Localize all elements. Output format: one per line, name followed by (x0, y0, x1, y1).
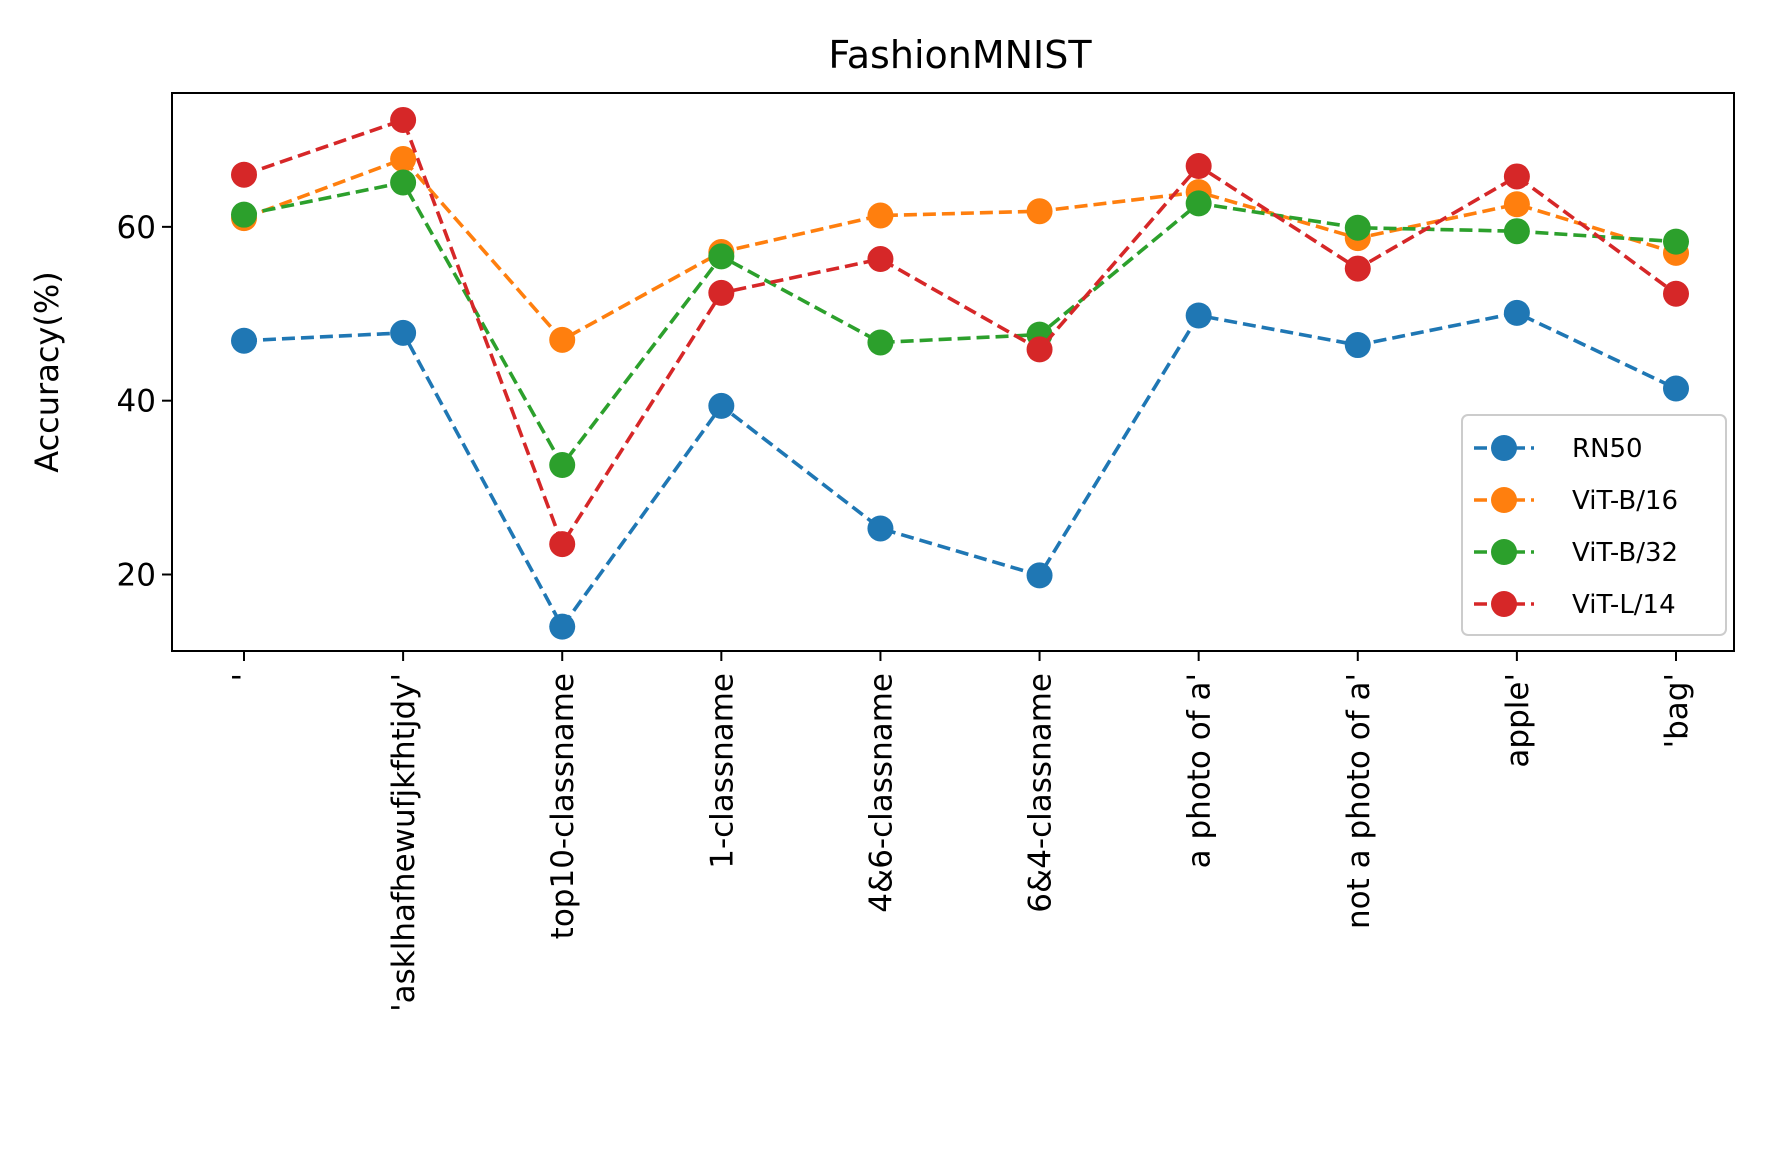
legend-marker-vit-b-16 (1491, 487, 1517, 513)
x-tick-label-7: not a photo of a' (1341, 673, 1377, 929)
legend-label-vit-l-14: ViT-L/14 (1572, 590, 1676, 620)
point-vit-l-14-5 (1026, 336, 1053, 363)
y-tick-label-2: 60 (117, 210, 156, 246)
legend-marker-vit-b-32 (1491, 539, 1517, 565)
point-vit-l-14-4 (867, 246, 894, 273)
series-vit-b-32 (231, 169, 1689, 478)
point-vit-b-32-7 (1344, 214, 1371, 241)
point-rn50-4 (867, 515, 894, 542)
point-vit-b-32-2 (549, 452, 576, 478)
y-tick-label-1: 40 (117, 384, 156, 420)
x-tick-label-0: ' (227, 673, 263, 682)
point-rn50-1 (390, 319, 417, 346)
y-axis: 20 40 60 (117, 210, 172, 594)
legend-label-vit-b-32: ViT-B/32 (1572, 538, 1678, 568)
point-rn50-9 (1663, 375, 1689, 402)
point-vit-b-32-6 (1185, 190, 1212, 217)
legend-marker-rn50 (1491, 435, 1517, 461)
series-vit-l-14 (231, 106, 1689, 558)
x-tick-label-2: top10-classname (545, 673, 581, 939)
legend-marker-vit-l-14 (1491, 591, 1517, 617)
legend-entry-vit-l-14: ViT-L/14 (1474, 590, 1676, 620)
plot-frame (171, 92, 1735, 652)
chart-title: FashionMNIST (828, 33, 1092, 77)
point-vit-b-32-0 (231, 201, 257, 228)
x-tick-label-9: 'bag' (1659, 673, 1695, 748)
point-vit-b-32-9 (1663, 228, 1689, 255)
series-line-vit-b-16 (243, 157, 1677, 342)
series-line-vit-b-32 (243, 180, 1677, 467)
legend-entry-rn50: RN50 (1474, 434, 1643, 464)
y-axis-label: Accuracy(%) (28, 271, 66, 472)
point-rn50-7 (1344, 332, 1371, 359)
point-vit-b-16-4 (867, 202, 894, 229)
point-vit-l-14-0 (231, 161, 257, 188)
legend-entry-vit-b-16: ViT-B/16 (1474, 486, 1678, 516)
point-vit-b-32-4 (867, 329, 894, 356)
point-vit-l-14-6 (1185, 153, 1212, 180)
point-vit-l-14-8 (1503, 163, 1530, 190)
x-tick-label-6: a photo of a' (1182, 673, 1218, 868)
point-vit-l-14-3 (708, 279, 735, 306)
point-vit-b-16-1 (390, 146, 417, 173)
point-rn50-5 (1026, 562, 1053, 589)
x-tick-label-3: 1-classname (704, 673, 740, 869)
series-line-rn50 (243, 311, 1677, 629)
point-vit-b-32-8 (1503, 218, 1530, 245)
point-rn50-8 (1503, 299, 1530, 326)
legend-box (1461, 414, 1727, 636)
point-rn50-6 (1185, 302, 1212, 329)
legend-label-rn50: RN50 (1572, 434, 1643, 464)
x-tick-label-1: 'asklhafhewufjkfhtjdy' (386, 673, 422, 1012)
point-vit-l-14-9 (1663, 280, 1689, 307)
series-rn50 (231, 299, 1689, 640)
legend-entry-vit-b-32: ViT-B/32 (1474, 538, 1678, 568)
point-vit-b-16-8 (1503, 191, 1530, 218)
point-vit-b-16-2 (549, 326, 576, 353)
point-rn50-2 (549, 613, 576, 640)
point-vit-l-14-7 (1344, 255, 1371, 282)
legend-label-vit-b-16: ViT-B/16 (1572, 486, 1678, 516)
point-vit-b-32-3 (708, 243, 735, 270)
x-tick-label-4: 4&6-classname (863, 673, 899, 913)
point-vit-l-14-2 (549, 531, 576, 558)
x-tick-label-8: apple' (1500, 673, 1536, 768)
series-layer (231, 106, 1689, 640)
x-axis: ' 'asklhafhewufjkfhtjdy' top10-classname 1-… (227, 651, 1695, 1012)
x-tick-label-5: 6&4-classname (1023, 673, 1059, 913)
point-rn50-3 (708, 392, 735, 419)
point-vit-l-14-1 (390, 106, 417, 133)
y-tick-label-0: 20 (117, 558, 156, 594)
point-vit-b-32-1 (390, 169, 417, 196)
series-line-vit-l-14 (243, 118, 1678, 546)
point-vit-b-16-5 (1026, 198, 1053, 225)
point-rn50-0 (231, 327, 257, 354)
legend: RN50 ViT-B/16 ViT-B/32 ViT-L/14 (1461, 414, 1727, 636)
